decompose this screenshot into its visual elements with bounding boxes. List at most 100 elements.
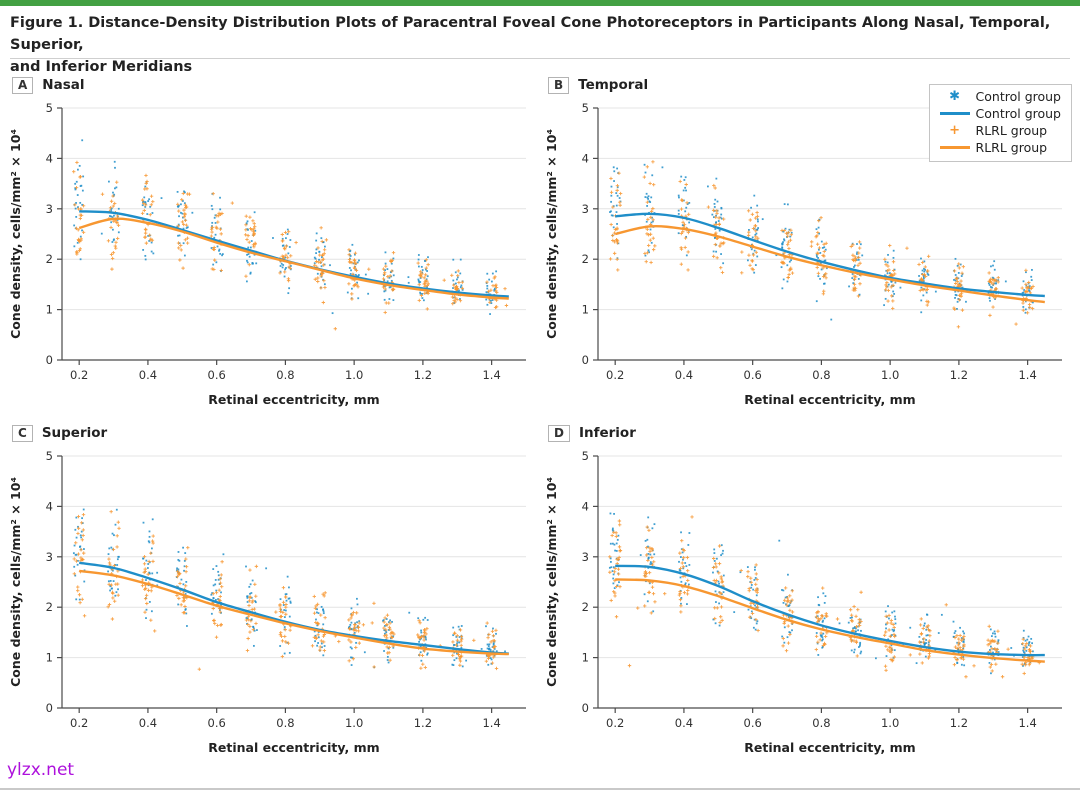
x-tick-label: 1.4 — [1018, 716, 1036, 730]
rlrl-curve — [614, 225, 1045, 304]
chart-legend: ✱ Control group Control group + RLRL gro… — [928, 84, 1072, 162]
panel-header: A Nasal — [12, 74, 538, 96]
y-tick-label: 2 — [582, 252, 589, 266]
legend-label: RLRL group — [975, 123, 1048, 138]
figure-title-line1: Figure 1. Distance-Density Distribution … — [10, 15, 1051, 53]
y-tick-label: 1 — [46, 651, 53, 665]
y-tick-label: 0 — [582, 353, 589, 367]
panel-letter: D — [548, 424, 570, 442]
scatter-control — [608, 512, 1034, 675]
x-tick-label: 0.8 — [812, 368, 830, 382]
y-tick-label: 0 — [46, 353, 53, 367]
y-axis-title: Cone density, cells/mm² × 10⁴ — [8, 477, 23, 687]
x-tick-label: 0.2 — [70, 368, 88, 382]
legend-row-control-line: Control group — [938, 105, 1061, 122]
grid-layer — [598, 107, 1062, 311]
x-tick-label: 1.2 — [414, 368, 432, 382]
y-tick-label: 0 — [582, 701, 589, 715]
x-tick-label: 0.2 — [606, 716, 624, 730]
y-axis-title: Cone density, cells/mm² × 10⁴ — [8, 129, 23, 339]
y-axis-title: Cone density, cells/mm² × 10⁴ — [544, 129, 559, 339]
x-tick-label: 0.2 — [606, 368, 624, 382]
y-tick-label: 1 — [582, 303, 589, 317]
x-tick-label: 1.2 — [414, 716, 432, 730]
x-axis-title: Retinal eccentricity, mm — [744, 392, 915, 407]
legend-label: RLRL group — [975, 140, 1048, 155]
x-tick-label: 1.2 — [950, 368, 968, 382]
panel-letter: A — [12, 76, 34, 94]
line-marker-icon — [938, 107, 972, 120]
x-tick-label: 1.4 — [1018, 368, 1036, 382]
scatter-rlrl — [608, 160, 1035, 329]
legend-row-rlrl-marker: + RLRL group — [938, 122, 1061, 139]
axes: 0 1 2 3 4 5 0.2 0.4 0.6 0.8 1.0 1.2 1.4 Retinal eccen… — [544, 101, 1062, 407]
title-divider — [10, 58, 1070, 59]
panel-letter: C — [12, 424, 33, 442]
control-curve — [79, 561, 509, 655]
grid-layer — [62, 107, 526, 311]
x-axis-title: Retinal eccentricity, mm — [744, 740, 915, 755]
y-tick-label: 4 — [46, 151, 53, 165]
y-tick-label: 5 — [582, 101, 589, 115]
control-curve — [615, 212, 1045, 298]
y-tick-label: 2 — [46, 600, 53, 614]
y-tick-label: 2 — [46, 252, 53, 266]
x-tick-label: 1.4 — [482, 368, 500, 382]
rlrl-curve — [79, 569, 509, 656]
bottom-divider — [0, 788, 1080, 790]
x-tick-label: 1.0 — [345, 716, 363, 730]
legend-row-control-marker: ✱ Control group — [938, 88, 1061, 105]
control-curve — [615, 564, 1045, 657]
x-axis-title: Retinal eccentricity, mm — [208, 392, 379, 407]
y-tick-label: 4 — [582, 499, 589, 513]
figure-title: Figure 1. Distance-Density Distribution … — [10, 13, 1068, 78]
panel-title: Superior — [41, 425, 108, 441]
scatter-control — [72, 508, 506, 669]
x-tick-label: 0.6 — [744, 368, 762, 382]
x-tick-label: 0.8 — [276, 368, 294, 382]
panel-grid: A Nasal 0 1 2 3 4 5 0.2 0.4 0.6 0.8 1.0 1.2 1.4 Retin… — [6, 70, 1076, 762]
x-tick-label: 0.6 — [208, 716, 226, 730]
x-tick-label: 0.6 — [208, 368, 226, 382]
axes: 0 1 2 3 4 5 0.2 0.4 0.6 0.8 1.0 1.2 1.4 Retinal eccen… — [8, 449, 526, 755]
y-tick-label: 2 — [582, 600, 589, 614]
y-axis-title: Cone density, cells/mm² × 10⁴ — [544, 477, 559, 687]
x-tick-label: 1.0 — [345, 368, 363, 382]
legend-row-rlrl-line: RLRL group — [938, 139, 1061, 156]
x-tick-label: 0.4 — [139, 368, 157, 382]
line-marker-icon — [938, 141, 972, 154]
legend-label: Control group — [975, 89, 1061, 104]
axes: 0 1 2 3 4 5 0.2 0.4 0.6 0.8 1.0 1.2 1.4 Retinal eccen… — [8, 101, 526, 407]
asterisk-marker-icon: ✱ — [949, 89, 960, 104]
panel-title: Inferior — [578, 425, 636, 441]
grid-layer — [62, 455, 526, 659]
x-tick-label: 1.0 — [881, 368, 899, 382]
control-curve — [79, 210, 509, 298]
panel-nasal: A Nasal 0 1 2 3 4 5 0.2 0.4 0.6 0.8 1.0 1.2 1.4 Retin… — [6, 70, 538, 414]
legend-label: Control group — [975, 106, 1061, 121]
y-tick-label: 4 — [582, 151, 589, 165]
x-tick-label: 1.2 — [950, 716, 968, 730]
x-tick-label: 1.4 — [482, 716, 500, 730]
y-tick-label: 3 — [582, 202, 589, 216]
panel-letter: B — [548, 76, 570, 94]
panel-header: D Inferior — [548, 422, 1074, 444]
x-tick-label: 0.4 — [675, 716, 693, 730]
x-tick-label: 0.4 — [139, 716, 157, 730]
y-tick-label: 3 — [46, 202, 53, 216]
plus-marker-icon: + — [949, 123, 960, 138]
panel-temporal: B Temporal 0 1 2 3 4 5 0.2 0.4 0.6 0.8 1.0 1.2 1.4 Re… — [542, 70, 1074, 414]
x-tick-label: 0.2 — [70, 716, 88, 730]
axes: 0 1 2 3 4 5 0.2 0.4 0.6 0.8 1.0 1.2 1.4 Retinal eccen… — [544, 449, 1062, 755]
chart-nasal: 0 1 2 3 4 5 0.2 0.4 0.6 0.8 1.0 1.2 1.4 Retinal eccen… — [8, 101, 526, 407]
y-tick-label: 4 — [46, 499, 53, 513]
x-tick-label: 0.8 — [276, 716, 294, 730]
y-tick-label: 5 — [582, 449, 589, 463]
grid-layer — [598, 455, 1062, 659]
rlrl-curve — [78, 217, 509, 300]
accent-bar — [0, 0, 1080, 6]
chart-inferior: 0 1 2 3 4 5 0.2 0.4 0.6 0.8 1.0 1.2 1.4 Retinal eccen… — [544, 449, 1062, 755]
panel-title: Temporal — [578, 77, 649, 93]
panel-inferior: D Inferior 0 1 2 3 4 5 0.2 0.4 0.6 0.8 1.0 1.2 1.4 Re… — [542, 418, 1074, 762]
